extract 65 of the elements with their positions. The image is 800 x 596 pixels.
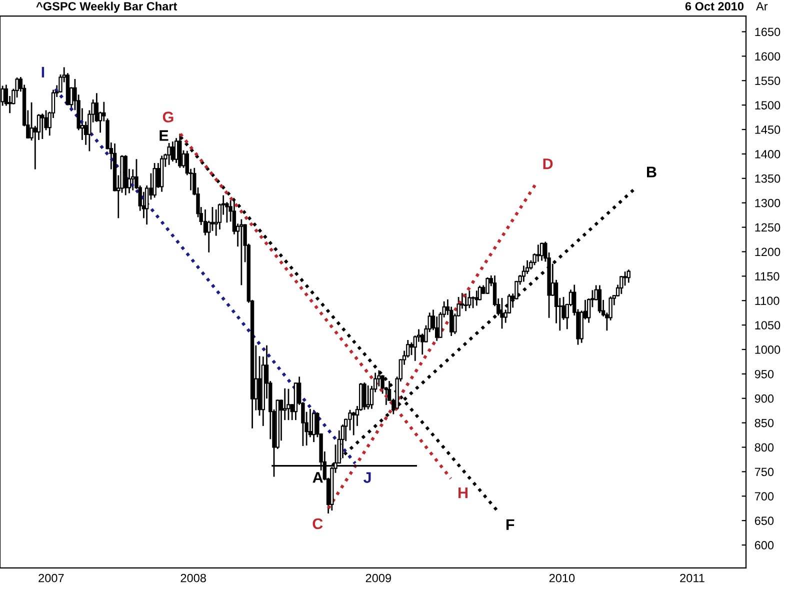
- candlestick: [240, 219, 244, 286]
- y-tick-label: 1050: [755, 321, 780, 330]
- y-tick-label: 700: [754, 492, 774, 501]
- candlestick: [312, 410, 316, 442]
- chart-title: ^GSPC Weekly Bar Chart: [36, 2, 178, 13]
- y-tick-label: 900: [754, 394, 774, 403]
- candlestick: [626, 270, 630, 283]
- annotation: I: [42, 66, 44, 78]
- y-tick-label: 650: [754, 516, 774, 525]
- candlestick: [131, 169, 135, 190]
- y-tick-label: 1150: [755, 272, 780, 281]
- y-tick-label: 1200: [755, 248, 780, 256]
- annotation: A: [312, 472, 323, 483]
- candlestick: [283, 388, 287, 420]
- candlestick: [362, 382, 366, 410]
- annotation: G: [162, 112, 174, 122]
- candlestick: [486, 277, 490, 294]
- candlestick: [210, 207, 214, 231]
- annotation: C: [312, 518, 323, 530]
- y-tick-label: 1350: [755, 174, 780, 183]
- y-tick-label: 600: [754, 541, 774, 550]
- y-tick-label: 800: [754, 443, 774, 452]
- candlestick: [464, 294, 468, 312]
- candlestick: [500, 298, 504, 329]
- candlestick: [471, 296, 475, 308]
- x-tick-label: 2011: [680, 574, 704, 582]
- y-tick-label: 1300: [755, 198, 780, 208]
- annotation: E: [160, 130, 168, 141]
- y-tick-label: 950: [754, 370, 774, 378]
- text: 6 Oct 2010: [685, 2, 744, 10]
- y-tick-label: 750: [754, 468, 774, 476]
- y-tick-label: 1650: [755, 28, 780, 36]
- annotation: J: [364, 472, 371, 483]
- y-tick-label: 1000: [755, 346, 780, 354]
- candlestick: [366, 385, 370, 410]
- y-tick-label: 850: [754, 418, 774, 428]
- y-tick-label: 1250: [755, 223, 780, 232]
- y-tick-label: 1400: [755, 150, 780, 158]
- y-tick-label: 1550: [755, 76, 780, 86]
- y-tick-label: 1100: [755, 296, 780, 305]
- annotation: B: [647, 166, 656, 178]
- candlestick: [598, 285, 602, 314]
- candlestick: [286, 388, 290, 420]
- candlestick: [536, 244, 540, 262]
- y-tick-label: 1600: [755, 52, 780, 61]
- candlestick: [623, 272, 627, 286]
- y-tick-label: 1500: [755, 101, 780, 110]
- annotation: D: [543, 158, 553, 170]
- candlestick: [40, 114, 44, 139]
- x-tick-label: 2008: [180, 574, 206, 582]
- candlestick: [540, 242, 544, 261]
- candlestick: [352, 412, 356, 436]
- candlestick: [174, 138, 178, 163]
- x-tick-label: 2010: [549, 574, 575, 582]
- candlestick: [620, 276, 624, 294]
- annotation: H: [458, 488, 468, 498]
- y-tick-label: 1450: [755, 126, 780, 134]
- candlestick: [170, 142, 175, 162]
- annotation: F: [506, 519, 514, 530]
- x-tick-label: 2007: [38, 574, 64, 582]
- x-tick-label: 2009: [366, 574, 391, 582]
- text: Ar: [756, 2, 768, 10]
- candlestick: [468, 290, 472, 308]
- candlestick: [167, 142, 171, 165]
- candlestick: [144, 186, 149, 225]
